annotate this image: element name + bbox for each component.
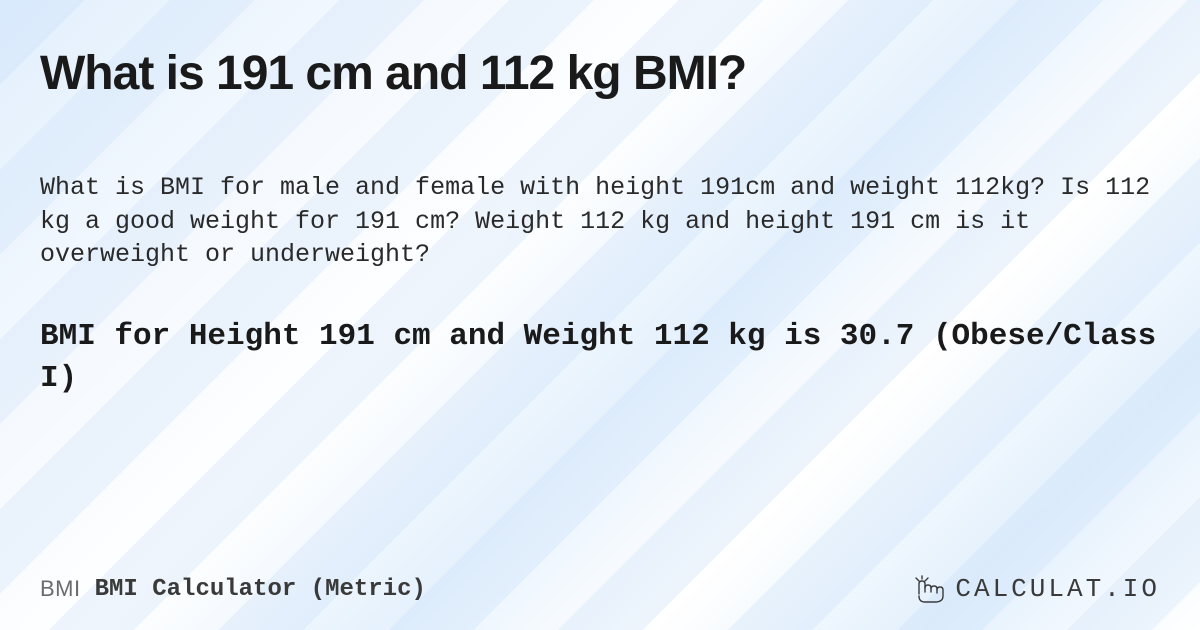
- footer: BMI BMI Calculator (Metric) CALCULAT.IO: [40, 574, 1160, 604]
- footer-left: BMI BMI Calculator (Metric): [40, 576, 426, 603]
- brand: CALCULAT.IO: [913, 574, 1160, 604]
- bmi-badge: BMI: [40, 576, 81, 602]
- brand-text: CALCULAT.IO: [955, 574, 1160, 604]
- intro-paragraph: What is BMI for male and female with hei…: [40, 171, 1160, 272]
- calculator-label: BMI Calculator (Metric): [95, 576, 426, 603]
- hand-pointer-icon: [913, 574, 947, 604]
- content-area: What is 191 cm and 112 kg BMI? What is B…: [0, 0, 1200, 400]
- page-title: What is 191 cm and 112 kg BMI?: [40, 48, 1160, 101]
- bmi-result: BMI for Height 191 cm and Weight 112 kg …: [40, 316, 1160, 400]
